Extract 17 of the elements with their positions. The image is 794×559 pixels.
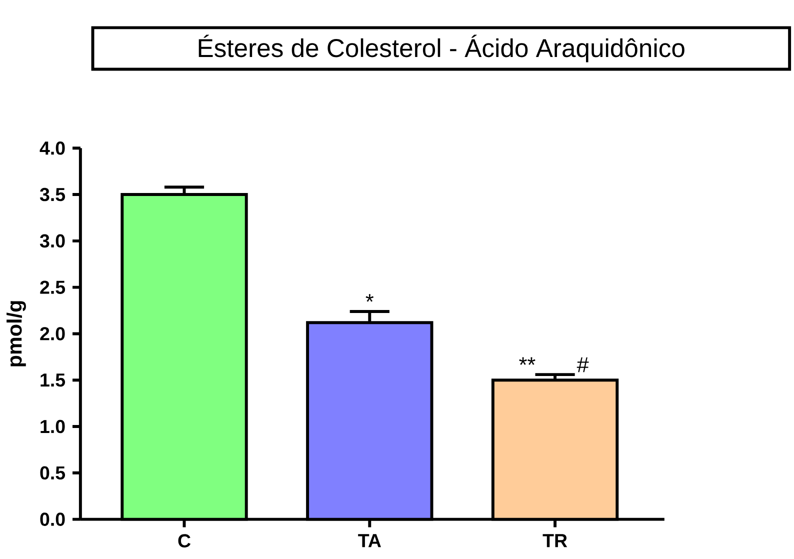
x-tick-label: TA — [358, 534, 381, 547]
y-tick-label: 3.0 — [40, 234, 65, 248]
y-tick-label: 1.5 — [40, 373, 66, 387]
annotation: * — [366, 294, 374, 302]
y-tick-label: 3.5 — [40, 188, 66, 202]
chart-title: Ésteres de Colesterol - Ácido Araquidônico — [198, 34, 684, 62]
annotation: ** — [519, 357, 536, 365]
x-tick-label: C — [178, 534, 191, 548]
y-tick-label: 2.0 — [40, 326, 65, 340]
y-tick-label: 2.5 — [40, 280, 66, 294]
y-tick-label: 1.0 — [40, 420, 65, 434]
y-tick-label: 4.0 — [40, 141, 65, 155]
annotation: # — [576, 357, 589, 372]
y-axis-title: pmol/g — [6, 301, 26, 366]
y-tick-label: 0.5 — [40, 466, 66, 480]
y-tick-label: 0.0 — [40, 512, 65, 526]
x-tick-label: TR — [542, 534, 568, 547]
